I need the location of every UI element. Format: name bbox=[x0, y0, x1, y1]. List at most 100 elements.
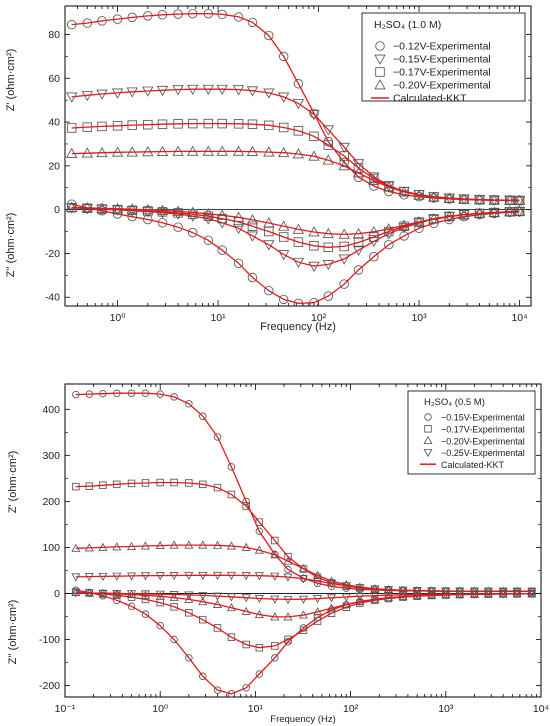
imag-kkt-line bbox=[71, 203, 520, 305]
x-axis: 10⁻¹ 10⁰ 10¹ 10² 10³ 10⁴ bbox=[55, 384, 549, 715]
y-axis-title-lower: Z'' (ohm·cm²) bbox=[5, 213, 17, 278]
real-kkt-line bbox=[75, 574, 532, 593]
imag-point bbox=[308, 261, 320, 272]
series-square bbox=[67, 118, 525, 253]
imag-point bbox=[188, 227, 198, 238]
x-tick-label: 10⁴ bbox=[533, 703, 549, 715]
real-point bbox=[227, 463, 236, 471]
imag-point bbox=[339, 279, 349, 289]
real-point bbox=[242, 502, 250, 510]
imag-point bbox=[170, 603, 178, 611]
real-point bbox=[284, 552, 292, 561]
plot-series bbox=[66, 8, 526, 306]
x-tick-label: 10¹ bbox=[248, 703, 264, 715]
legend-label: −0.12V-Experimental bbox=[393, 41, 491, 53]
imag-point bbox=[127, 211, 137, 222]
legend-marker-square bbox=[424, 425, 432, 433]
imag-point bbox=[255, 670, 264, 678]
x-tick-label: 10³ bbox=[411, 312, 427, 324]
imag-point bbox=[227, 690, 236, 697]
legend-marker-square bbox=[375, 67, 385, 77]
real-point bbox=[242, 497, 250, 506]
legend-marker-circle bbox=[424, 413, 432, 421]
imag-point bbox=[199, 672, 207, 681]
real-point bbox=[247, 17, 258, 28]
y-tick-label: 0 bbox=[54, 204, 60, 216]
real-kkt-line bbox=[75, 544, 532, 593]
real-point bbox=[293, 126, 304, 136]
x-tick-label: 10² bbox=[311, 312, 327, 324]
imag-point bbox=[213, 686, 222, 694]
imag-point bbox=[327, 609, 336, 617]
real-point bbox=[255, 527, 264, 536]
y-tick-label: 400 bbox=[42, 404, 60, 416]
y-tick-label: 300 bbox=[42, 450, 60, 462]
real-point bbox=[255, 518, 264, 526]
x-tick-label: 10⁰ bbox=[152, 703, 169, 715]
imag-point bbox=[242, 684, 250, 692]
legend-title: H₂SO₄ (1.0 M) bbox=[374, 19, 441, 31]
imag-point bbox=[185, 654, 193, 662]
real-point bbox=[233, 12, 244, 22]
imag-kkt-line bbox=[75, 589, 532, 695]
y-tick-label: 0 bbox=[54, 588, 60, 600]
y-tick-label: -100 bbox=[39, 634, 60, 646]
imag-point bbox=[278, 232, 289, 242]
legend-label: −0.15V-Experimental bbox=[393, 54, 491, 66]
imag-point bbox=[353, 265, 364, 275]
y-tick-label: -20 bbox=[45, 248, 60, 260]
imag-point bbox=[399, 231, 409, 241]
imag-point bbox=[369, 232, 379, 242]
imag-point bbox=[263, 240, 275, 251]
imag-point bbox=[232, 223, 245, 235]
imag-point bbox=[203, 235, 214, 246]
legend-label: −0.17V-Experimental bbox=[393, 67, 491, 79]
real-point bbox=[199, 412, 207, 420]
real-point bbox=[309, 108, 319, 119]
legend-label: −0.20V-Experimental bbox=[393, 80, 491, 92]
y-axis: -200 -100 0 100 200 300 400 bbox=[39, 404, 541, 692]
x-axis: 10⁰ 10¹ 10² 10³ 10⁴ bbox=[64, 6, 528, 324]
legend-marker-circle bbox=[375, 41, 385, 51]
series-triangle-down bbox=[66, 84, 526, 272]
legend-label: Calculated-KKT bbox=[441, 460, 505, 470]
real-point bbox=[278, 122, 289, 133]
real-point bbox=[299, 565, 308, 573]
imag-point bbox=[242, 640, 250, 649]
x-tick-label: 10⁴ bbox=[511, 312, 527, 324]
real-point bbox=[264, 30, 274, 41]
legend: H₂SO₄ (1.0 M) −0.12V-Experimental−0.15V-… bbox=[361, 12, 526, 105]
imag-point bbox=[247, 272, 258, 283]
real-kkt-line bbox=[71, 88, 520, 202]
real-point bbox=[338, 142, 350, 154]
imag-point bbox=[352, 245, 365, 256]
y-tick-label: 40 bbox=[48, 117, 60, 129]
plot-frame bbox=[64, 5, 532, 307]
y-tick-label: 20 bbox=[48, 160, 60, 172]
x-axis-title: Frequency (Hz) bbox=[260, 321, 336, 333]
legend-marker-triangle-down bbox=[423, 448, 433, 458]
imag-point bbox=[414, 223, 424, 233]
real-point bbox=[185, 400, 193, 408]
imag-point bbox=[353, 237, 364, 248]
real-point bbox=[339, 157, 349, 168]
y-tick-label: 200 bbox=[42, 496, 60, 508]
legend-marker-triangle-up bbox=[374, 79, 386, 90]
y-tick-label: 60 bbox=[48, 73, 60, 85]
real-point bbox=[227, 490, 236, 499]
real-point bbox=[322, 125, 334, 136]
real-point bbox=[278, 51, 289, 62]
real-kkt-line bbox=[71, 150, 520, 202]
legend: H₂SO₄ (0.5 M) −0.15V-Experimental −0.17V-… bbox=[407, 390, 536, 475]
imag-kkt-line bbox=[71, 207, 520, 248]
y-tick-label: -40 bbox=[45, 292, 60, 304]
imag-point bbox=[278, 294, 289, 305]
legend-box bbox=[361, 12, 526, 102]
imag-point bbox=[384, 239, 394, 250]
imag-point bbox=[383, 229, 395, 240]
chart-upper: -40 -20 0 20 40 60 80 10⁰ 10¹ 10² 10³ 10⁴ Frequenc… bbox=[5, 5, 532, 333]
imag-point bbox=[247, 221, 258, 232]
legend-label: −0.17V-Experimental bbox=[441, 425, 525, 435]
imag-kkt-line bbox=[75, 592, 532, 601]
